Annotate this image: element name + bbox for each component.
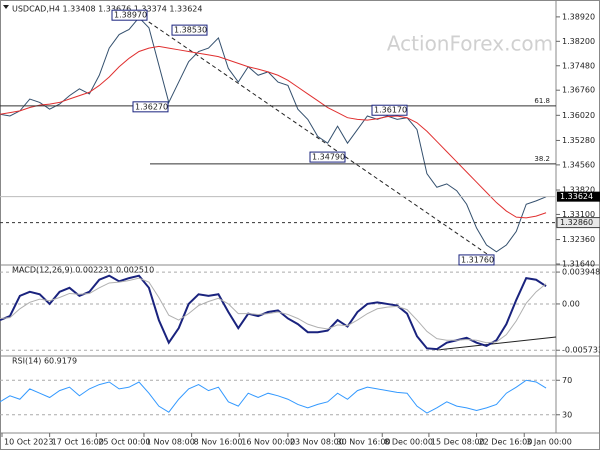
price-label: 1.31760 [461, 255, 494, 264]
x-tick-label: 22 Dec 16:00 [479, 438, 533, 447]
price-label-box [132, 101, 169, 113]
y-tick-label: 70 [562, 376, 572, 385]
series-line [0, 277, 547, 344]
y-tick-label: 1.36760 [562, 86, 595, 95]
support-box [556, 217, 600, 229]
price-label: 1.34790 [312, 153, 345, 162]
price-label: 1.36170 [374, 106, 407, 115]
x-tick-label: 8 Dec 00:00 [384, 438, 433, 447]
series-line [0, 379, 547, 414]
y-tick-label: 1.35280 [562, 136, 595, 145]
x-tick-label: 1 Nov 08:00 [146, 438, 195, 447]
x-tick-label: 3 Jan 00:00 [526, 438, 572, 447]
x-tick-label: 30 Nov 16:00 [337, 438, 391, 447]
y-tick-label: 1.32360 [562, 235, 595, 244]
price-label-box [171, 24, 208, 36]
menu-arrow [3, 5, 9, 9]
x-tick-label: 15 Dec 08:00 [431, 438, 485, 447]
y-tick-label: 1.33820 [562, 186, 595, 195]
price-label-box [458, 254, 495, 266]
trend-line [436, 336, 557, 351]
y-tick-label: 0.003948 [562, 268, 600, 277]
last-price-box [557, 191, 600, 202]
x-tick-label: 17 Oct 16:00 [52, 438, 104, 447]
x-tick-label: 8 Nov 16:00 [194, 438, 243, 447]
trend-line [142, 17, 491, 257]
series-line [0, 45, 547, 219]
y-tick-label: 0.00 [562, 299, 580, 308]
y-tick-label: 30 [562, 410, 572, 419]
x-tick-label: 25 Oct 00:00 [98, 438, 150, 447]
price-label-box [309, 151, 346, 163]
y-tick-label: -0.005733 [562, 346, 600, 355]
panel-title: MACD(12,26,9) 0.002231 0.002510 [12, 266, 154, 275]
y-tick-label: 1.34560 [562, 160, 595, 169]
y-tick-label: 1.37480 [562, 61, 595, 70]
fib-label: 38.2 [534, 155, 550, 163]
y-tick-label: 1.33100 [562, 210, 595, 219]
price-label-box [371, 104, 408, 116]
fib-label: 61.8 [534, 97, 550, 105]
x-tick-label: 10 Oct 2023 [4, 438, 53, 447]
y-tick-label: 1.31640 [562, 260, 595, 269]
price-label: 1.38530 [174, 26, 207, 35]
price-label: 1.36270 [135, 102, 168, 111]
y-tick-label: 1.38200 [562, 37, 595, 46]
panel-title: USDCAD,H4 1.33408 1.33676 1.33374 1.3362… [12, 5, 202, 14]
last-price-label: 1.33624 [560, 192, 593, 201]
x-tick-label: 23 Nov 08:00 [290, 438, 344, 447]
x-tick-label: 16 Nov 00:00 [241, 438, 295, 447]
support-label: 1.32860 [560, 218, 593, 227]
price-label-box [111, 9, 148, 21]
watermark: ActionForex.com [387, 32, 553, 56]
panel-title: RSI(14) 60.9179 [12, 357, 77, 366]
y-tick-label: 1.38920 [562, 12, 595, 21]
y-tick-label: 1.36020 [562, 111, 595, 120]
price-label: 1.38970 [114, 11, 147, 20]
